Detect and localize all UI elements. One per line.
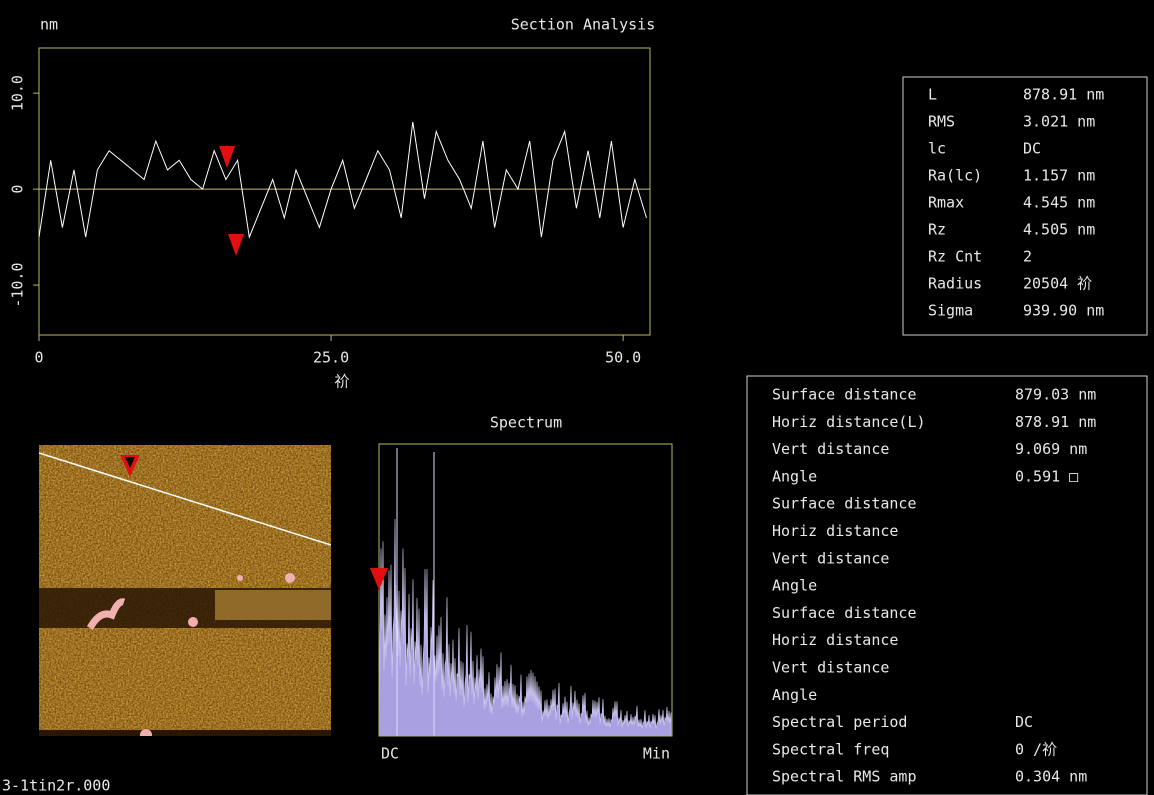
page: nm Section Analysis 祄 Spectrum DC Min 3-… [0, 0, 1154, 795]
result-label: Rz Cnt [928, 248, 982, 266]
measure-label: Angle [772, 686, 817, 704]
measure-value: 0.591 □ [1015, 467, 1078, 485]
measure-label: Spectral RMS amp [772, 768, 917, 786]
measure-label: Vert distance [772, 440, 889, 458]
measure-value: 9.069 nm [1015, 440, 1087, 458]
spectrum-title: Spectrum [490, 414, 562, 432]
result-label: Radius [928, 275, 982, 293]
image-particle [188, 617, 198, 627]
measure-value: 0.304 nm [1015, 768, 1087, 786]
measure-label: Spectral freq [772, 740, 889, 758]
result-value: 2 [1023, 248, 1032, 266]
x-tick-label: 50.0 [605, 349, 641, 367]
measure-value: 879.03 nm [1015, 386, 1096, 404]
result-value: 3.021 nm [1023, 113, 1095, 131]
screen: nm Section Analysis 祄 Spectrum DC Min 3-… [0, 0, 1154, 795]
result-value: 20504 祄 [1023, 275, 1092, 293]
measure-label: Surface distance [772, 495, 917, 513]
image [39, 445, 331, 741]
measure-value: 0 /祄 [1015, 740, 1057, 758]
image-particle [285, 573, 295, 583]
result-value: 4.505 nm [1023, 221, 1095, 239]
measure-label: Horiz distance [772, 631, 898, 649]
measure-label: Angle [772, 577, 817, 595]
result-value: 939.90 nm [1023, 302, 1104, 320]
result-value: 1.157 nm [1023, 167, 1095, 185]
result-label: Rz [928, 221, 946, 239]
filename: 3-1tin2r.000 [2, 777, 110, 795]
measure-label: Surface distance [772, 604, 917, 622]
y-tick-label: -10.0 [9, 263, 27, 308]
result-value: DC [1023, 140, 1041, 158]
image-band [215, 590, 331, 620]
x-unit: 祄 [334, 373, 349, 391]
measure-value: 878.91 nm [1015, 413, 1096, 431]
section-title: Section Analysis [511, 16, 656, 34]
result-label: lc [928, 140, 946, 158]
measure-label: Angle [772, 467, 817, 485]
measure-label: Horiz distance(L) [772, 413, 926, 431]
y-tick-label: 0 [9, 185, 27, 194]
result-label: Sigma [928, 302, 973, 320]
image-particle [237, 575, 243, 581]
result-value: 878.91 nm [1023, 86, 1104, 104]
x-tick-label: 0 [34, 349, 43, 367]
y-unit: nm [40, 16, 58, 34]
result-label: Rmax [928, 194, 964, 212]
measure-label: Spectral period [772, 713, 907, 731]
y-tick-label: 10.0 [9, 75, 27, 111]
spectrum-end: Min [643, 745, 670, 763]
x-tick-label: 25.0 [313, 349, 349, 367]
measure-label: Vert distance [772, 659, 889, 677]
result-value: 4.545 nm [1023, 194, 1095, 212]
measure-value: DC [1015, 713, 1033, 731]
measure-label: Vert distance [772, 549, 889, 567]
image-band [39, 730, 331, 736]
measure-label: Surface distance [772, 386, 917, 404]
result-label: L [928, 86, 937, 104]
spectrum-start: DC [381, 745, 399, 763]
result-label: Ra(lc) [928, 167, 982, 185]
measure-label: Horiz distance [772, 522, 898, 540]
result-label: RMS [928, 113, 955, 131]
